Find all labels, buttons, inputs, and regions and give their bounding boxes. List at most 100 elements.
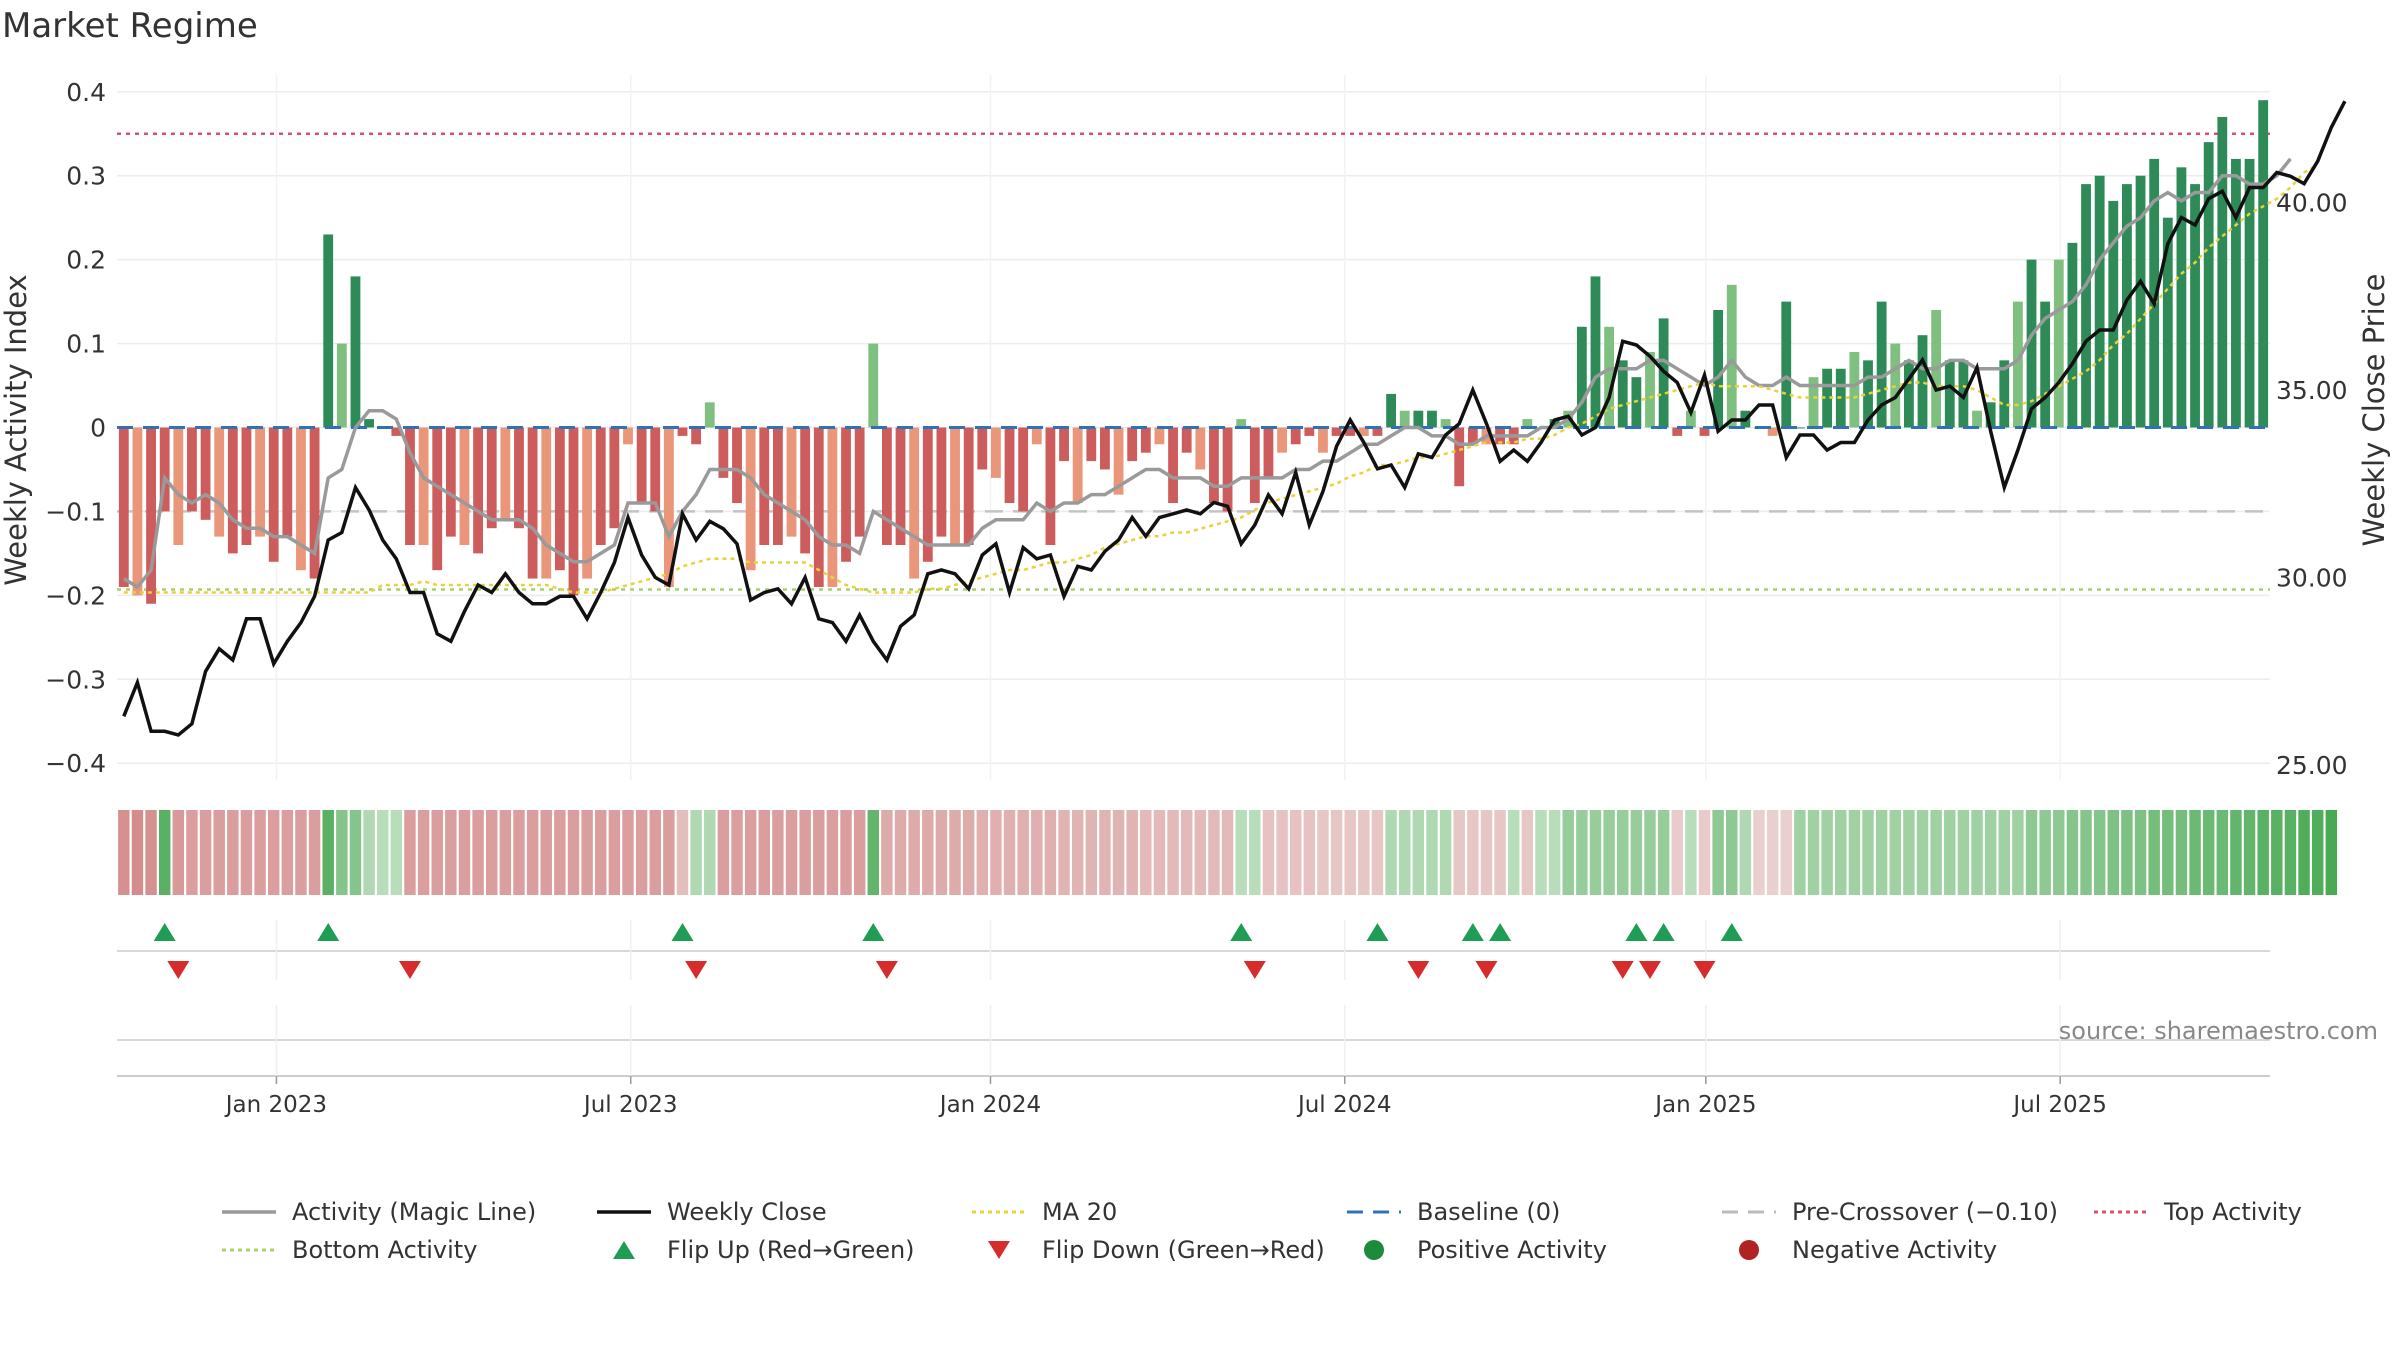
activity-bar: [718, 427, 729, 478]
legend-swatch: [988, 1241, 1010, 1259]
heat-cell: [1726, 810, 1738, 895]
heat-cell: [513, 810, 525, 895]
heat-cell: [158, 810, 171, 895]
flip-down-marker: [875, 961, 898, 979]
activity-bar: [732, 427, 742, 504]
activity-bar: [214, 427, 225, 537]
activity-bar: [1863, 360, 1873, 428]
heat-cell: [2134, 810, 2147, 895]
activity-bar: [268, 427, 279, 562]
heat-cell: [813, 810, 825, 895]
flip-up-marker: [1625, 923, 1648, 941]
flip-up-marker: [1489, 923, 1512, 941]
activity-bar: [1018, 427, 1029, 512]
flip-down-marker: [685, 961, 708, 979]
activity-bar: [541, 427, 552, 579]
magic-line-series: [122, 157, 2292, 590]
heat-cell: [1017, 810, 1029, 895]
activity-bar: [1304, 427, 1315, 436]
left-tick-label: 0.2: [66, 246, 106, 275]
heat-cell: [758, 810, 770, 895]
heat-cell: [1875, 810, 1888, 895]
x-tick-label: Jan 2024: [938, 1092, 1041, 1118]
left-tick-label: 0: [90, 414, 106, 443]
activity-bar: [255, 427, 265, 537]
heat-cell: [281, 810, 294, 895]
heat-cell: [2202, 810, 2215, 895]
heat-cell: [635, 810, 648, 895]
legend-label: Negative Activity: [1792, 1236, 1998, 1264]
flip-up-marker: [1461, 923, 1484, 941]
activity-bar: [1413, 410, 1424, 428]
activity-bar: [2203, 142, 2214, 428]
activity-bar: [2040, 301, 2051, 428]
heat-cell: [704, 810, 716, 895]
heat-cell: [1821, 810, 1833, 895]
activity-bar: [1645, 351, 1655, 428]
heat-cell: [240, 810, 253, 895]
legend-swatch: [613, 1241, 635, 1259]
heat-cell: [390, 810, 403, 895]
legend-label: Baseline (0): [1417, 1198, 1561, 1226]
activity-bar: [1454, 427, 1465, 487]
activity-bar: [296, 427, 306, 571]
heat-cell: [922, 810, 934, 895]
activity-bar: [2190, 184, 2200, 428]
activity-bar: [514, 427, 524, 529]
activity-bar: [2135, 175, 2146, 428]
legend-swatch: [1722, 1210, 1776, 1214]
x-axis: Jan 2023 Jul 2023 Jan 2024 Jul 2024 Jan 2025…: [117, 1005, 2270, 1118]
heat-cell: [867, 810, 879, 895]
heat-cell: [1766, 810, 1779, 895]
flip-down-marker: [1638, 961, 1661, 979]
heat-cell: [1903, 810, 1915, 895]
heat-cell: [2257, 810, 2269, 895]
heat-cell: [1712, 810, 1724, 895]
heat-cell: [1984, 810, 1997, 895]
heat-cell: [595, 810, 607, 895]
activity-bar: [1127, 427, 1138, 462]
activity-bar: [2217, 116, 2228, 428]
heat-cell: [254, 810, 266, 895]
activity-bar: [323, 234, 334, 428]
heat-cell: [2230, 810, 2242, 895]
heat-cell: [1753, 810, 1765, 895]
activity-bar: [132, 427, 143, 596]
activity-bar: [1059, 427, 1069, 462]
legend-item: Flip Up (Red→Green): [595, 1236, 915, 1264]
activity-bar: [309, 427, 320, 579]
activity-bar: [1386, 393, 1396, 428]
activity-bar: [445, 427, 456, 537]
activity-bar: [1726, 284, 1737, 428]
legend-swatch: [1347, 1210, 1401, 1214]
flip-down-marker: [1475, 961, 1498, 979]
legend-item: Bottom Activity: [220, 1236, 477, 1264]
activity-bar: [704, 402, 715, 428]
heat-cell: [840, 810, 852, 895]
legend: Activity (Magic Line) Weekly Close MA 20 Ba…: [0, 1198, 2400, 1298]
activity-bar: [486, 427, 497, 529]
legend-item: MA 20: [970, 1198, 1117, 1226]
activity-bar: [1154, 427, 1165, 445]
heat-cell: [1698, 810, 1711, 895]
legend-label: MA 20: [1042, 1198, 1118, 1226]
activity-bar: [1604, 326, 1615, 428]
activity-bar: [227, 427, 238, 554]
heat-cell: [199, 810, 212, 895]
right-tick-label: 30.00: [2276, 564, 2348, 593]
heat-cell: [608, 810, 621, 895]
heat-cell: [1180, 810, 1193, 895]
activity-bar: [1944, 360, 1955, 428]
activity-bar: [745, 427, 756, 571]
heat-cell: [1276, 810, 1288, 895]
flip-up-marker: [1720, 923, 1743, 941]
flip-down-marker: [1407, 961, 1430, 979]
heat-cell: [1140, 810, 1152, 895]
activity-bar: [936, 427, 947, 537]
activity-bar: [500, 427, 511, 520]
x-tick-label: Jul 2023: [582, 1092, 678, 1118]
chart-title: Market Regime: [2, 6, 258, 46]
legend-label: Activity (Magic Line): [292, 1198, 537, 1226]
activity-bar: [1372, 427, 1383, 436]
heat-cell: [1630, 810, 1643, 895]
